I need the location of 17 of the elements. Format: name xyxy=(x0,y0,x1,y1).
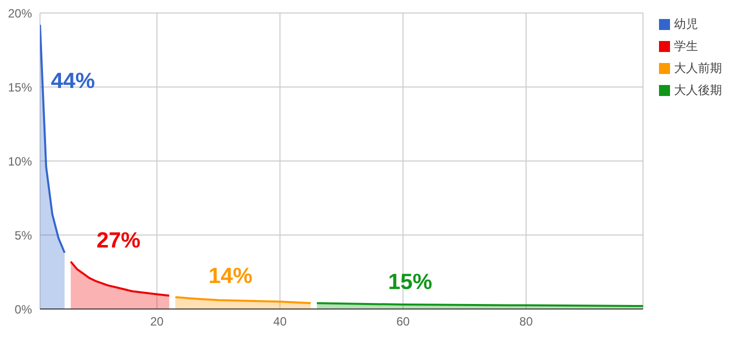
annotation: 44% xyxy=(50,68,95,93)
annotation: 27% xyxy=(96,228,140,253)
legend-label: 大人後期 xyxy=(674,83,722,97)
legend-label: 幼児 xyxy=(674,17,698,31)
x-tick-label: 80 xyxy=(519,314,534,329)
y-tick-label: 5% xyxy=(14,228,32,242)
annotation: 15% xyxy=(388,269,432,294)
x-tick-label: 20 xyxy=(150,314,164,329)
annotation: 14% xyxy=(208,263,252,288)
legend-label: 大人前期 xyxy=(674,61,722,75)
y-tick-label: 20% xyxy=(8,6,32,20)
x-tick-label: 60 xyxy=(396,314,410,329)
y-tick-label: 0% xyxy=(14,302,32,316)
y-tick-label: 15% xyxy=(8,80,32,94)
y-tick-label: 10% xyxy=(8,154,32,168)
x-tick-label: 40 xyxy=(273,314,287,329)
legend-label: 学生 xyxy=(674,39,698,53)
